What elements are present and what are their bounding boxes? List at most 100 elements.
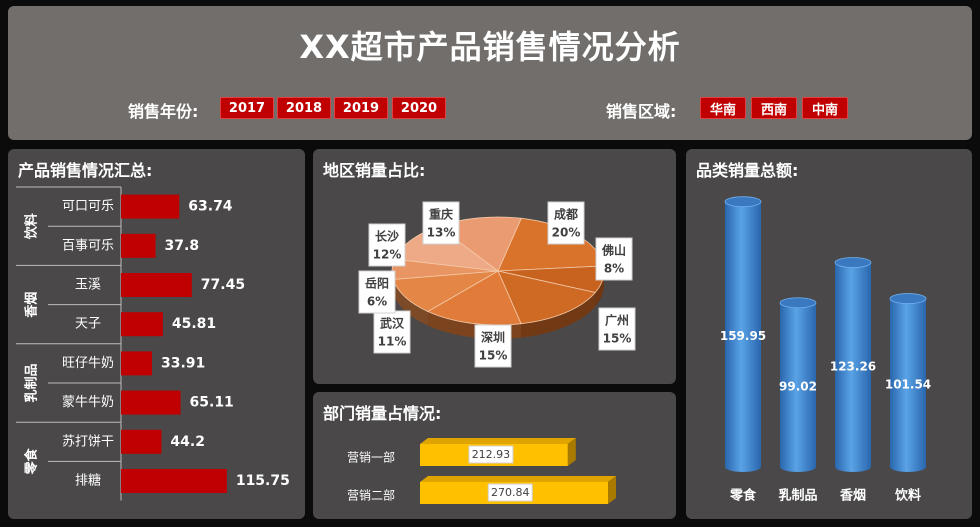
- year-button-2020[interactable]: 2020: [392, 97, 446, 119]
- dept-category-label: 营销二部: [347, 488, 395, 503]
- pie-label-name: 佛山: [601, 243, 626, 258]
- category-axis-label: 零食: [729, 488, 757, 504]
- product-item-label: 苏打饼干: [62, 433, 114, 449]
- product-group-label: 香烟: [24, 292, 40, 319]
- pie-slice-side: [521, 292, 596, 338]
- cylinder-body: [780, 302, 816, 472]
- category-cylinder: [779, 297, 817, 472]
- product-bar: [121, 312, 163, 337]
- pie-label-name: 长沙: [375, 229, 399, 244]
- product-item-label: 天子: [75, 317, 101, 332]
- pie-data-label: 深圳 15%: [474, 324, 512, 368]
- product-value-label: 44.2: [170, 434, 205, 450]
- region-pie-chart: 成都 20% 佛山 8% 广州 15% 深圳 15% 武汉 11% 岳阳 6% 长沙 12% 重庆 13%: [358, 201, 636, 368]
- department-title: 部门销量占情况:: [323, 404, 442, 423]
- category-cylinder: [834, 257, 872, 472]
- pie-label-name: 广州: [605, 313, 629, 328]
- pie-data-label: 武汉 11%: [373, 310, 411, 354]
- dept-bar-side: [567, 438, 576, 466]
- dept-value-label: 212.93: [472, 448, 511, 461]
- pie-label-pct: 6%: [367, 295, 387, 309]
- pie-label-box: [422, 201, 460, 245]
- region-filter-label: 销售区域:: [606, 102, 677, 121]
- pie-data-label: 长沙 12%: [368, 223, 406, 267]
- product-value-label: 63.74: [188, 199, 233, 215]
- product-value-label: 65.11: [190, 395, 234, 411]
- pie-label-box: [358, 270, 396, 314]
- cylinder-top: [834, 257, 872, 268]
- pie-label-box: [598, 307, 636, 351]
- product-item-label: 排糖: [75, 473, 101, 489]
- cylinder-body: [835, 262, 871, 472]
- product-item-label: 百事可乐: [62, 238, 114, 253]
- product-bar: [121, 469, 227, 493]
- region-button-huanan[interactable]: 华南: [700, 97, 746, 119]
- pie-label-pct: 15%: [479, 349, 508, 363]
- department-panel: 部门销量占情况: 营销一部 212.93 营销二部 270.84: [313, 392, 676, 519]
- department-bar-chart: 营销一部 212.93 营销二部 270.84: [347, 438, 616, 504]
- region-share-panel: 地区销量占比: 成都 20% 佛山 8% 广州 15% 深圳 15% 武汉 11% 岳阳 6% 长沙 12…: [313, 149, 676, 384]
- product-bar: [121, 429, 162, 454]
- year-button-2018[interactable]: 2018: [277, 97, 331, 119]
- category-value-label: 123.26: [830, 359, 876, 373]
- product-value-label: 33.91: [161, 355, 205, 371]
- region-button-zhongnan[interactable]: 中南: [802, 97, 848, 119]
- pie-label-pct: 11%: [378, 335, 407, 349]
- product-bar: [121, 273, 192, 297]
- cylinder-top: [889, 293, 927, 304]
- pie-label-pct: 8%: [604, 262, 624, 276]
- category-value-label: 159.95: [720, 329, 766, 343]
- category-title: 品类销量总额:: [696, 161, 799, 180]
- pie-label-box: [547, 201, 585, 245]
- year-button-2017[interactable]: 2017: [220, 97, 274, 119]
- product-item-label: 可口可乐: [62, 199, 114, 214]
- pie-label-name: 成都: [554, 207, 578, 222]
- region-button-xinan[interactable]: 西南: [751, 97, 797, 119]
- dept-bar-top: [420, 476, 616, 482]
- category-panel: 品类销量总额: 159.95 零食 99.02 乳制品 123.26 香烟 101.54 饮料: [686, 149, 972, 519]
- product-value-label: 45.81: [172, 316, 216, 332]
- pie-label-pct: 13%: [427, 226, 456, 240]
- product-bar: [121, 194, 180, 219]
- category-cylinder: [889, 293, 927, 472]
- product-item-label: 蒙牛牛奶: [62, 395, 114, 410]
- pie-slice: [426, 270, 522, 326]
- product-bar: [121, 351, 153, 376]
- pie-data-label: 广州 15%: [598, 307, 636, 351]
- pie-label-pct: 20%: [552, 226, 581, 240]
- pie-data-label: 重庆 13%: [422, 201, 460, 245]
- pie-data-label: 佛山 8%: [595, 237, 633, 281]
- product-group-label: 饮料: [24, 213, 40, 240]
- pie-data-label: 成都 20%: [547, 201, 585, 245]
- pie-label-name: 武汉: [380, 316, 405, 331]
- pie-label-pct: 12%: [373, 248, 402, 262]
- pie-slice-side: [393, 279, 428, 326]
- pie-data-label: 岳阳 6%: [358, 270, 396, 314]
- header-panel: XX超市产品销售情况分析 销售年份: 2017 2018 2019 2020 销…: [8, 6, 972, 140]
- pie-label-pct: 15%: [603, 332, 632, 346]
- year-button-2019[interactable]: 2019: [334, 97, 388, 119]
- category-axis-label: 香烟: [839, 488, 866, 504]
- pie-slice: [497, 270, 596, 325]
- cylinder-body: [725, 201, 761, 472]
- pie-label-box: [368, 223, 406, 267]
- product-value-label: 37.8: [165, 238, 200, 254]
- region-share-title: 地区销量占比:: [323, 161, 426, 180]
- pie-label-name: 重庆: [429, 207, 453, 222]
- category-value-label: 99.02: [779, 379, 817, 393]
- category-axis-label: 乳制品: [778, 488, 817, 504]
- product-value-label: 115.75: [236, 473, 290, 489]
- product-sales-chart: 饮料 可口可乐 63.74 百事可乐 37.8 香烟 玉溪 77.45 天子 45.81 乳制品 旺仔…: [16, 186, 290, 501]
- dept-bar-side: [608, 476, 616, 504]
- product-bar: [121, 390, 181, 415]
- year-filter-label: 销售年份:: [128, 102, 199, 121]
- pie-slice-side: [595, 271, 604, 307]
- product-bar: [121, 233, 156, 258]
- product-value-label: 77.45: [201, 277, 245, 293]
- category-cylinder: [724, 196, 762, 472]
- pie-label-box: [595, 237, 633, 281]
- cylinder-body: [890, 298, 926, 472]
- dept-category-label: 营销一部: [347, 450, 395, 465]
- pie-label-name: 深圳: [481, 330, 505, 345]
- dept-value-label: 270.84: [491, 486, 530, 499]
